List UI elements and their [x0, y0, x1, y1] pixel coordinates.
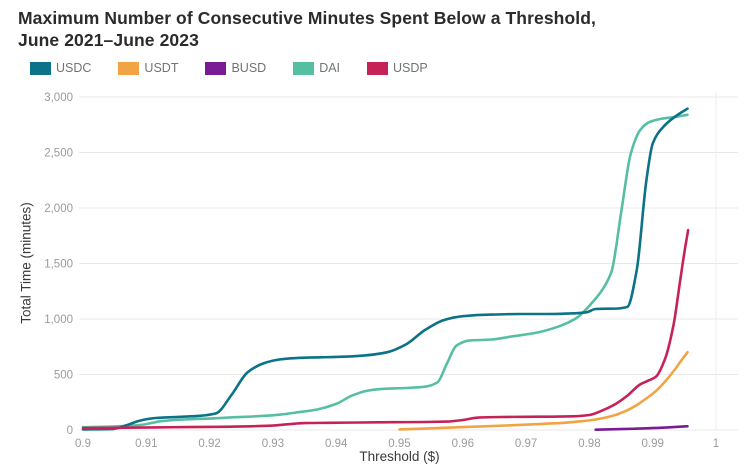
- legend-swatch-usdt: [118, 61, 140, 75]
- legend-label-dai: DAI: [319, 61, 341, 75]
- x-tick-label-0.92: 0.92: [198, 438, 220, 450]
- legend-label-usdt: USDT: [144, 61, 179, 75]
- x-tick-label-0.99: 0.99: [642, 438, 664, 450]
- legend-item-usdc: USDC: [30, 61, 91, 75]
- y-tick-label-500: 500: [54, 370, 73, 382]
- series-line-usdc: [81, 107, 689, 431]
- legend-swatch-usdc: [30, 61, 51, 75]
- series-line-dai: [81, 113, 689, 429]
- x-tick-label-0.97: 0.97: [515, 438, 537, 450]
- y-tick-label-2500: 2,500: [44, 148, 73, 160]
- y-tick-label-2000: 2,000: [44, 203, 73, 215]
- x-tick-label-0.98: 0.98: [578, 438, 600, 450]
- y-tick-label-1500: 1,500: [44, 259, 73, 271]
- chart-title: Maximum Number of Consecutive Minutes Sp…: [18, 8, 596, 51]
- x-tick-label-0.9: 0.9: [75, 438, 91, 450]
- legend: USDC USDT BUSD DAI USDP: [30, 61, 428, 75]
- legend-item-dai: DAI: [293, 61, 340, 75]
- y-axis-title: Total Time (minutes): [18, 202, 34, 324]
- legend-label-busd: BUSD: [231, 61, 267, 75]
- series-line-usdt: [398, 351, 689, 431]
- x-tick-label-1: 1: [713, 438, 719, 450]
- y-tick-label-0: 0: [67, 425, 73, 437]
- x-tick-label-0.91: 0.91: [135, 438, 157, 450]
- legend-item-busd: BUSD: [205, 61, 266, 75]
- x-tick-label-0.93: 0.93: [262, 438, 284, 450]
- x-axis-title: Threshold ($): [359, 449, 440, 464]
- legend-swatch-dai: [293, 61, 315, 75]
- y-tick-label-3000: 3,000: [44, 92, 73, 104]
- series-line-usdp: [81, 228, 690, 430]
- legend-label-usdc: USDC: [56, 61, 92, 75]
- legend-swatch-usdp: [367, 61, 389, 75]
- legend-swatch-busd: [205, 61, 227, 75]
- x-tick-label-0.96: 0.96: [452, 438, 474, 450]
- series-line-busd: [594, 425, 689, 431]
- y-tick-label-1000: 1,000: [44, 314, 73, 326]
- legend-item-usdp: USDP: [367, 61, 428, 75]
- legend-item-usdt: USDT: [118, 61, 178, 75]
- x-tick-label-0.94: 0.94: [325, 438, 348, 450]
- x-tick-label-0.95: 0.95: [388, 438, 410, 450]
- legend-label-usdp: USDP: [393, 61, 428, 75]
